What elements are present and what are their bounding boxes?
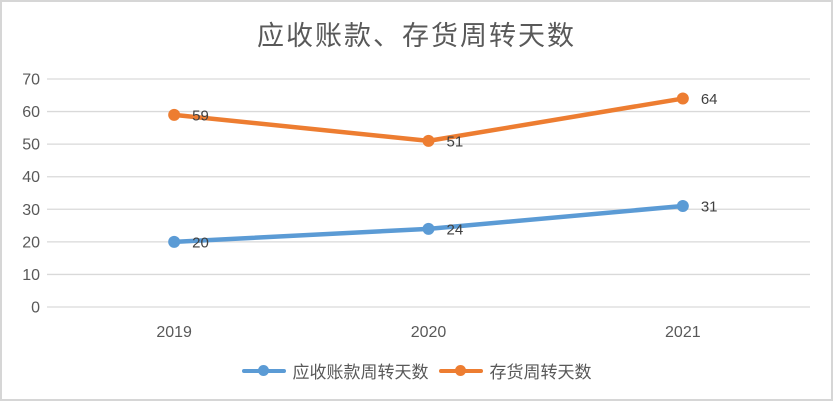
legend-item-inventory-turnover-days: 存货周转天数: [438, 358, 592, 383]
series-1-marker: [676, 92, 689, 105]
series-0-marker: [168, 235, 181, 248]
y-axis-tick-label: 0: [31, 300, 40, 317]
y-axis-tick-label: 20: [22, 234, 40, 251]
data-label: 64: [701, 91, 718, 108]
chart-title: 应收账款、存货周转天数: [257, 21, 576, 51]
x-axis-tick-label: 2020: [411, 324, 447, 341]
legend-line-dot-marker-orange: [438, 365, 483, 377]
data-label: 51: [447, 133, 464, 150]
x-axis-tick-label: 2021: [665, 324, 701, 341]
legend-item-receivables-turnover-days: 应收账款周转天数: [241, 358, 429, 383]
series-1-marker: [168, 108, 181, 121]
data-label: 31: [701, 199, 718, 216]
data-label: 59: [192, 107, 209, 124]
legend-dot: [455, 365, 466, 376]
y-axis-tick-label: 60: [22, 104, 40, 121]
data-label: 24: [447, 221, 464, 238]
series-0-marker: [676, 200, 689, 213]
y-axis-tick-label: 40: [22, 169, 40, 186]
data-label: 20: [192, 234, 209, 251]
y-axis-tick-label: 70: [22, 72, 40, 89]
series-line-1: [171, 96, 686, 144]
y-axis-tick-label: 10: [22, 267, 40, 284]
chart-legend: 应收账款周转天数 存货周转天数: [2, 358, 831, 383]
legend-line-dot-marker-blue: [241, 365, 286, 377]
series-1-marker: [422, 134, 435, 147]
y-axis-tick-label: 30: [22, 202, 40, 219]
legend-label: 存货周转天数: [489, 363, 592, 382]
legend-dot: [258, 365, 269, 376]
legend-label: 应收账款周转天数: [292, 363, 429, 382]
series-0-marker: [422, 222, 435, 235]
x-axis-tick-label: 2019: [156, 324, 192, 341]
y-axis-tick-label: 50: [22, 137, 40, 154]
